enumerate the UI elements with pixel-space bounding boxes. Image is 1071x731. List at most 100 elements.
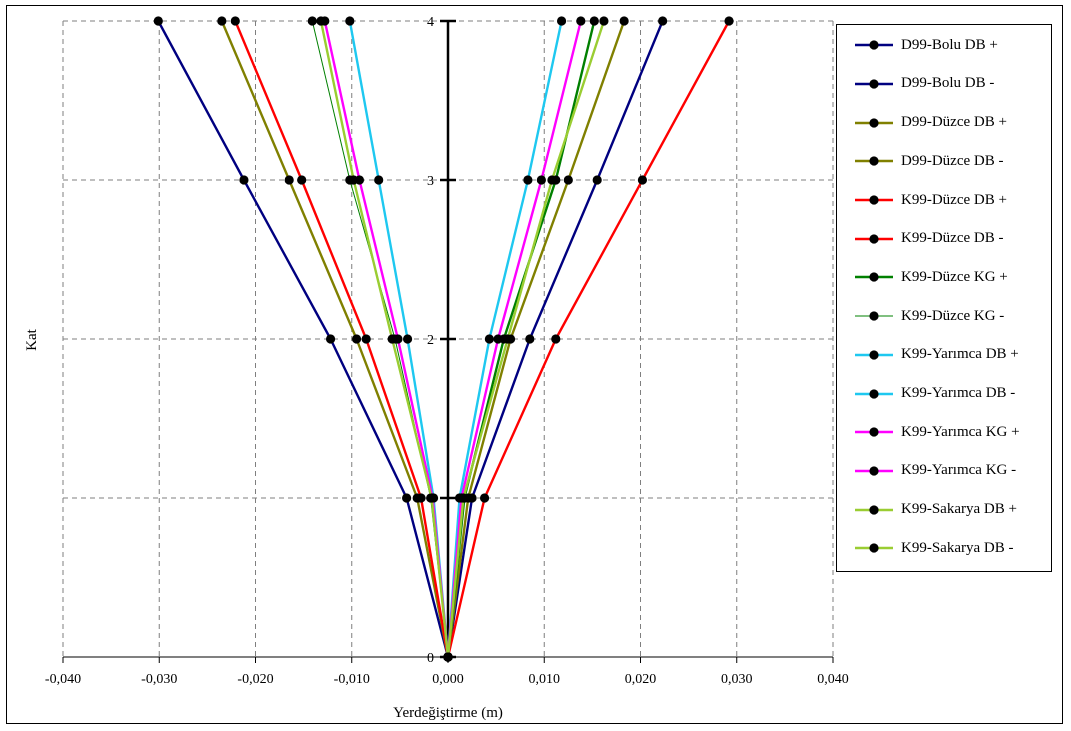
data-point [239, 175, 249, 185]
legend-label: K99-Düzce KG - [901, 307, 1005, 324]
data-point [416, 493, 426, 503]
data-point [576, 16, 586, 26]
legend-item: D99-Bolu DB - [837, 69, 1051, 100]
data-point [525, 334, 535, 344]
legend-item: K99-Düzce KG - [837, 301, 1051, 332]
x-tick-label: 0,000 [432, 672, 464, 687]
y-tick-label: 4 [427, 15, 434, 30]
legend-swatch [855, 543, 893, 553]
legend-item: K99-Sakarya DB + [837, 494, 1051, 525]
legend-item: K99-Yarımca KG - [837, 456, 1051, 487]
series-14 [316, 16, 453, 662]
legend-swatch [855, 156, 893, 166]
legend-swatch [855, 79, 893, 89]
data-point [479, 493, 490, 503]
data-point [307, 16, 317, 26]
data-point [536, 175, 546, 185]
legend-swatch [855, 505, 893, 515]
data-point [503, 334, 513, 344]
legend-swatch [855, 118, 893, 128]
legend-swatch [855, 234, 893, 244]
data-point [484, 334, 494, 344]
data-point [217, 16, 227, 26]
legend-label: K99-Yarımca DB - [901, 385, 1016, 402]
legend-item: K99-Yarımca DB - [837, 378, 1051, 409]
data-point [316, 16, 326, 26]
legend-label: K99-Düzce DB + [901, 191, 1007, 208]
data-point [599, 16, 609, 26]
data-point [325, 334, 336, 344]
legend-swatch [855, 388, 893, 399]
data-point [153, 16, 163, 26]
legend-label: K99-Sakarya DB + [901, 501, 1017, 518]
legend-item: K99-Yarımca KG + [837, 417, 1051, 448]
legend-swatch [855, 272, 893, 283]
y-tick-label: 2 [427, 333, 434, 348]
legend-label: K99-Düzce KG + [901, 268, 1008, 285]
data-point [387, 334, 397, 344]
data-point [556, 16, 567, 26]
data-point [523, 175, 533, 185]
data-point [493, 334, 503, 344]
legend-label: K99-Yarımca KG - [901, 462, 1017, 479]
data-point [297, 175, 307, 185]
data-point [724, 16, 734, 26]
data-point [443, 652, 453, 662]
legend-label: K99-Yarımca DB + [901, 346, 1019, 363]
data-point [589, 16, 599, 26]
data-point [427, 493, 437, 503]
data-point [374, 175, 384, 185]
x-tick-label: -0,020 [237, 672, 273, 687]
axes [62, 19, 834, 663]
data-point [230, 16, 240, 26]
legend-item: D99-Düzce DB + [837, 107, 1051, 138]
data-point [284, 175, 294, 185]
data-point [658, 16, 668, 26]
legend-item: K99-Düzce KG + [837, 262, 1051, 293]
data-point [547, 175, 557, 185]
y-tick-label: 0 [427, 651, 434, 666]
legend-swatch [855, 40, 893, 50]
x-axis-title: Yerdeğiştirme (m) [393, 705, 503, 721]
legend-swatch [855, 311, 893, 321]
data-point [402, 493, 412, 503]
legend-swatch [855, 195, 893, 205]
legend-swatch [855, 350, 893, 360]
x-tick-label: -0,010 [334, 672, 370, 687]
data-point [551, 334, 561, 344]
y-tick-label: 3 [427, 174, 434, 189]
data-point [402, 334, 413, 344]
x-tick-label: 0,040 [817, 672, 849, 687]
legend-item: K99-Sakarya DB - [837, 533, 1051, 564]
legend-label: K99-Sakarya DB - [901, 539, 1014, 556]
data-point [349, 175, 359, 185]
data-point [345, 16, 355, 26]
data-point [592, 175, 602, 185]
x-tick-label: 0,030 [721, 672, 753, 687]
data-point [361, 334, 371, 344]
legend-swatch [855, 427, 893, 437]
legend-item: K99-Düzce DB + [837, 185, 1051, 216]
legend-label: K99-Düzce DB - [901, 230, 1004, 247]
data-point [637, 175, 648, 185]
x-tick-label: -0,030 [141, 672, 177, 687]
y-axis-title: Kat [24, 328, 40, 350]
x-tick-label: -0,040 [45, 672, 81, 687]
legend-swatch [855, 466, 893, 476]
data-point [458, 493, 468, 503]
legend: D99-Bolu DB + D99-Bolu DB - D99-Düzce DB +… [836, 24, 1052, 572]
legend-item: D99-Bolu DB + [837, 30, 1051, 61]
data-point [351, 334, 362, 344]
data-point [619, 16, 629, 26]
legend-item: K99-Düzce DB - [837, 224, 1051, 255]
legend-label: D99-Bolu DB - [901, 75, 995, 92]
series-7 [443, 16, 599, 662]
legend-item: D99-Düzce DB - [837, 146, 1051, 177]
data-point [563, 175, 573, 185]
x-tick-label: 0,010 [529, 672, 561, 687]
legend-label: K99-Yarımca KG + [901, 423, 1020, 440]
legend-label: D99-Bolu DB + [901, 36, 998, 53]
series-13 [443, 16, 609, 662]
series-lines [153, 16, 734, 662]
